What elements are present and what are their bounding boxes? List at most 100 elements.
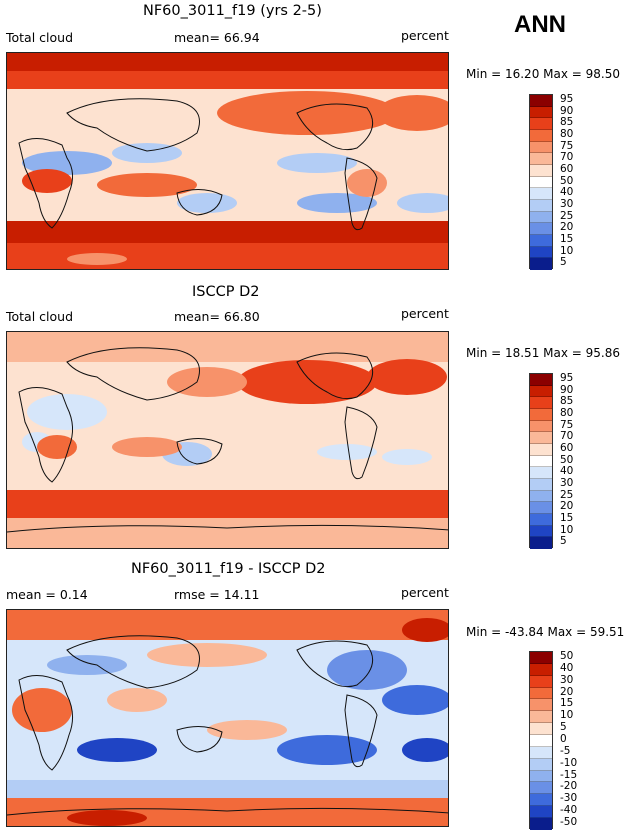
colorbar-tick-label: 40 [560,186,574,199]
colorbar-tick-label: 5 [560,721,567,734]
maritime-continent [112,437,182,457]
colorbar-swatch [530,699,552,712]
colorbar-swatch [530,746,552,759]
antarctic-band [7,798,448,826]
colorbar-swatch [530,770,552,783]
colorbar-swatch [530,735,552,747]
colorbar-tick-label: 10 [560,523,574,536]
colorbar-tick-label: 30 [560,197,574,210]
colorbar-swatch [530,525,552,538]
panel1-units: percent [401,28,449,43]
amazon [347,169,387,197]
pacific-red [207,720,287,740]
panel2-min-max: Min = 18.51 Max = 95.86 [466,346,620,360]
satl-clear [382,449,432,465]
satl-blue [402,738,448,762]
colorbar-swatch [530,408,552,421]
season-label: ANN [514,11,566,38]
greenland [402,618,448,642]
colorbar-tick-label: 90 [560,104,574,117]
colorbar-swatch [530,663,552,676]
natlantic-cloud [367,359,447,395]
panel2-map-svg [7,332,448,548]
colorbar-swatch [530,675,552,688]
colorbar-tick-label: 20 [560,221,574,234]
panel2-colorbar [529,373,553,549]
colorbar-tick-label: 50 [560,174,574,187]
colorbar-tick-label: 90 [560,383,574,396]
spac-clear [297,193,377,213]
colorbar-tick-label: 20 [560,500,574,513]
southern-ocean [7,221,448,246]
colorbar-tick-label: 5 [560,535,567,548]
colorbar-tick-label: 50 [560,453,574,466]
colorbar-swatch [530,420,552,433]
spac-clear [317,444,377,460]
colorbar-swatch [530,432,552,444]
colorbar-swatch [530,223,552,235]
colorbar-tick-label: 25 [560,209,574,222]
africa-red [12,688,72,732]
colorbar-tick-label: -15 [560,768,578,781]
colorbar-tick-label: 70 [560,151,574,164]
namerica-blue [327,650,407,690]
colorbar-swatch [530,199,552,212]
panel3-min-max: Min = -43.84 Max = 59.51 [466,625,625,639]
maritime-continent [97,173,197,197]
indian-ocean-blue [77,738,157,762]
colorbar-swatch [530,176,552,189]
africa-tropics [37,435,77,459]
colorbar-swatch [530,141,552,154]
panel3-units: percent [401,585,449,600]
colorbar-tick-label: 40 [560,465,574,478]
colorbar-swatch [530,153,552,165]
colorbar-tick-label: 95 [560,371,574,384]
panel1-mean: mean= 66.94 [174,30,260,45]
colorbar-tick-label: 30 [560,476,574,489]
colorbar-tick-label: 30 [560,673,574,686]
colorbar-swatch [530,652,552,664]
colorbar-swatch [530,397,552,409]
colorbar-tick-label: 15 [560,511,574,524]
colorbar-tick-label: -50 [560,816,578,829]
colorbar-swatch [530,723,552,736]
panel1-min-max: Min = 16.20 Max = 98.50 [466,67,620,81]
africa-tropics [22,169,72,193]
natlantic-cloud [377,95,448,131]
colorbar-swatch [530,490,552,503]
colorbar-swatch [530,478,552,491]
india-red [107,688,167,712]
southern-ocean [7,490,448,518]
colorbar-tick-label: -5 [560,744,571,757]
atlantic-blue [382,685,448,715]
panel3-title: NF60_3011_f19 - ISCCP D2 [131,561,326,577]
panel1-title: NF60_3011_f19 (yrs 2-5) [143,3,322,19]
panel3-map-svg [7,610,448,826]
sahara-clear [22,151,112,175]
colorbar-swatch [530,374,552,386]
colorbar-tick-label: 25 [560,488,574,501]
colorbar-swatch [530,502,552,514]
panel2-map [6,331,449,549]
npac-clear [277,153,357,173]
colorbar-tick-label: 15 [560,232,574,245]
colorbar-tick-label: 5 [560,256,567,269]
panel2-variable-label: Total cloud [6,309,74,324]
colorbar-tick-label: 20 [560,685,574,698]
panel3-rmse: rmse = 14.11 [174,587,260,602]
colorbar-tick-label: 10 [560,709,574,722]
panel2-units: percent [401,306,449,321]
antarctic-band [7,518,448,548]
colorbar-swatch [530,467,552,479]
panel1-colorbar [529,94,553,270]
panel1-map [6,52,449,270]
colorbar-tick-label: 75 [560,418,574,431]
panel2-mean: mean= 66.80 [174,309,260,324]
colorbar-swatch [530,258,552,270]
colorbar-swatch [530,537,552,549]
colorbar-tick-label: 40 [560,661,574,674]
colorbar-swatch [530,164,552,177]
colorbar-swatch [530,118,552,130]
colorbar-tick-label: 60 [560,162,574,175]
panel1-map-svg [7,53,448,269]
